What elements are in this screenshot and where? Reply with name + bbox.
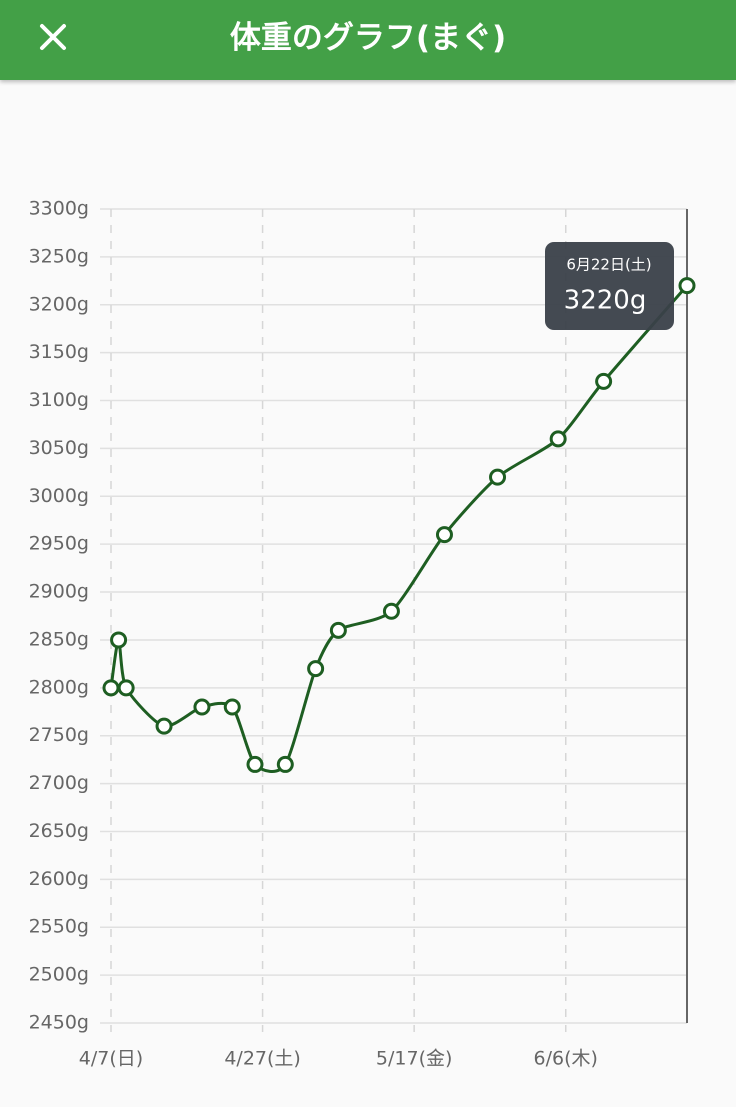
point: [246, 755, 264, 773]
x-tick-label: 6/6(木): [534, 1048, 598, 1070]
y-tick-label: 3200g: [29, 293, 89, 315]
x-tick-label: 4/7(日): [79, 1048, 143, 1070]
tooltip-value: 3220g: [564, 286, 647, 316]
y-tick-label: 2500g: [29, 964, 89, 986]
point: [435, 526, 453, 544]
point: [110, 631, 128, 649]
y-tick-label: 3300g: [29, 198, 89, 220]
point: [382, 602, 400, 620]
close-button[interactable]: [12, 0, 92, 80]
y-tick-label: 2750g: [29, 724, 89, 746]
point: [117, 679, 135, 697]
y-tick-label: 3100g: [29, 389, 89, 411]
point: [155, 717, 173, 735]
tooltip: 6月22日(土) 3220g: [545, 242, 674, 330]
y-tick-label: 3050g: [29, 437, 89, 459]
tooltip-title: 6月22日(土): [566, 256, 651, 274]
y-tick-label: 2900g: [29, 581, 89, 603]
point: [549, 430, 567, 448]
y-tick-label: 3250g: [29, 245, 89, 267]
point: [595, 372, 613, 390]
x-tick-label: 4/27(土): [224, 1048, 301, 1070]
tooltip-box: [545, 242, 674, 330]
app-bar: 体重のグラフ(まぐ): [0, 0, 736, 80]
x-tick-label: 5/17(金): [376, 1048, 453, 1070]
point: [102, 679, 120, 697]
point: [193, 698, 211, 716]
y-tick-label: 2550g: [29, 916, 89, 938]
point: [276, 755, 294, 773]
y-tick-label: 2450g: [29, 1012, 89, 1034]
y-tick-label: 2650g: [29, 820, 89, 842]
y-tick-label: 2950g: [29, 533, 89, 555]
y-tick-label: 2700g: [29, 772, 89, 794]
y-tick-label: 2800g: [29, 676, 89, 698]
y-tick-label: 2850g: [29, 628, 89, 650]
y-tick-label: 2600g: [29, 868, 89, 890]
point: [307, 660, 325, 678]
title: 体重のグラフ(まぐ): [229, 20, 507, 56]
point: [489, 468, 507, 486]
y-tick-label: 3000g: [29, 485, 89, 507]
line: [109, 284, 689, 773]
point: [223, 698, 241, 716]
point: [329, 621, 347, 639]
point: [678, 277, 696, 295]
y-tick-label: 3150g: [29, 341, 89, 363]
